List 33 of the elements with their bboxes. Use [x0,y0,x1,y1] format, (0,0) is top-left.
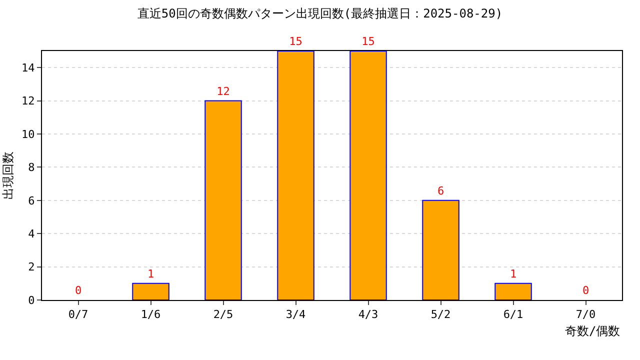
bar [422,200,460,300]
x-tick-label: 4/3 [358,308,378,322]
data-label: 0 [582,284,590,297]
bar [494,282,532,300]
data-label: 0 [74,284,82,297]
x-tick-label: 1/6 [140,308,161,322]
x-tick-label: 2/5 [213,308,234,322]
data-label: 6 [437,184,444,198]
y-tick-label: 8 [28,161,35,174]
bar [132,282,170,300]
bar [204,100,242,300]
data-label: 15 [362,35,375,48]
y-tick-label: 2 [28,260,35,274]
y-tick-label: 4 [28,227,36,240]
y-tick-label: 10 [22,128,35,141]
y-tick-label: 14 [22,61,36,74]
data-label: 12 [216,84,230,98]
x-tick-label: 7/0 [576,308,596,322]
y-tick-label: 6 [28,194,35,208]
y-axis-title: 出現回数 [0,152,15,200]
data-label: 15 [289,35,302,48]
x-axis-title: 奇数/偶数 [565,324,620,338]
bar [277,51,314,300]
x-tick-label: 5/2 [430,308,451,322]
y-tick-label: 0 [28,294,35,307]
chart-title: 直近50回の奇数偶数パターン出現回数(最終抽選日：2025-08-29) [137,6,503,20]
x-tick-label: 0/7 [68,308,88,322]
data-label: 1 [147,267,154,280]
bar [350,51,387,300]
x-tick-label: 3/4 [286,308,306,322]
x-tick-label: 6/1 [503,308,524,322]
y-tick-label: 12 [22,94,35,108]
data-label: 1 [510,267,517,280]
